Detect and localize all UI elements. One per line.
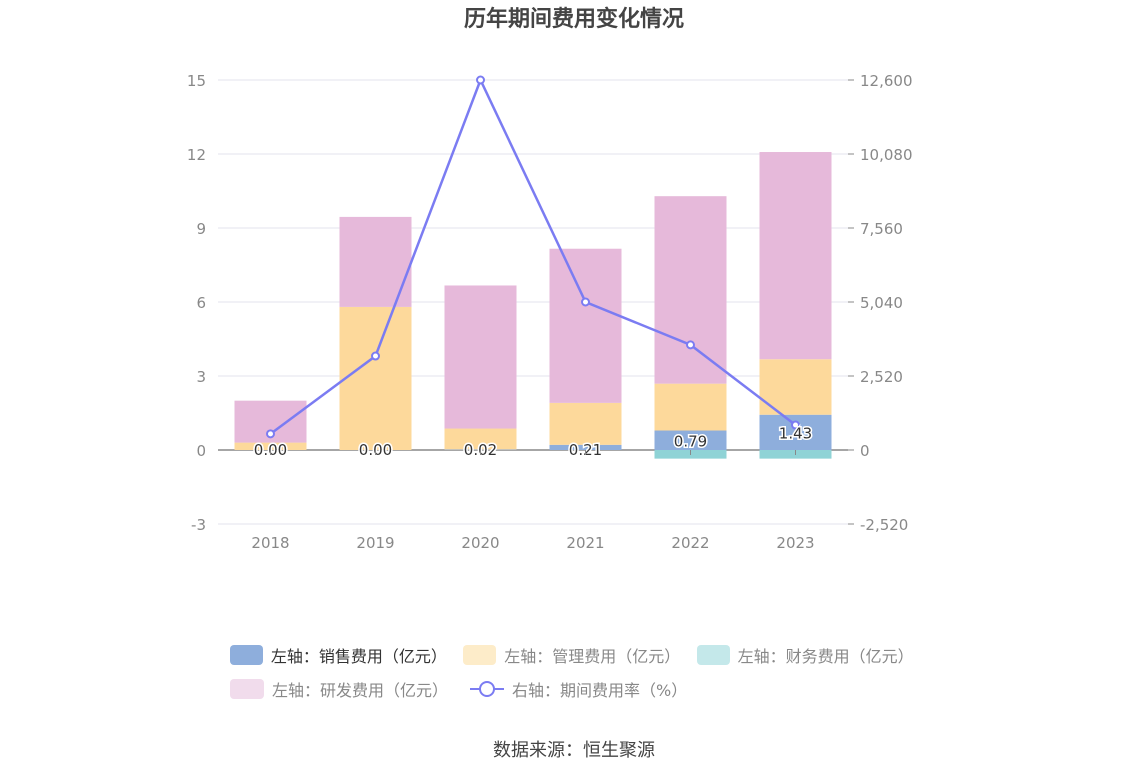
right-axis-tick-label: -2,520: [860, 516, 908, 534]
right-axis-tick-label: 7,560: [860, 220, 903, 238]
chart-title: 历年期间费用变化情况: [464, 6, 684, 32]
right-axis-tick-label: 0: [860, 442, 870, 460]
legend-item-rate[interactable]: 右轴：期间费用率（%）: [470, 677, 687, 701]
legend-item-admin[interactable]: 左轴：管理费用（亿元）: [463, 643, 680, 667]
legend-item-rd[interactable]: 左轴：研发费用（亿元）: [230, 677, 448, 701]
bar-segment: [444, 428, 517, 450]
x-axis-tick-label: 2021: [566, 534, 604, 552]
data-label: 0.79: [674, 432, 707, 450]
left-axis-tick-label: 6: [196, 294, 206, 312]
data-label: 1.43: [779, 424, 812, 442]
rate-line: [269, 76, 797, 435]
x-axis-tick-label: 2022: [671, 534, 709, 552]
sales-swatch-icon: [230, 645, 263, 665]
admin-swatch-icon: [463, 645, 497, 665]
right-axis-tick-label: 10,080: [860, 146, 913, 164]
left-axis-tick-label: -3: [191, 516, 206, 534]
bar-segment: [654, 430, 727, 450]
left-axis-tick-label: 9: [196, 220, 206, 238]
finance-swatch-icon: [696, 645, 730, 665]
rate-point: [266, 429, 275, 439]
rate-point: [476, 75, 485, 85]
rate-point: [581, 297, 590, 307]
left-axis-tick-label: 3: [196, 368, 206, 386]
rd-swatch-icon: [230, 679, 264, 699]
legend-item-finance[interactable]: 左轴：财务费用（亿元）: [696, 643, 914, 667]
left-axis-tick-label: 15: [187, 72, 206, 90]
rate-point: [371, 351, 380, 361]
bar-segment: [339, 306, 412, 450]
x-axis-tick-label: 2023: [776, 534, 814, 552]
right-axis-tick-label: 12,600: [860, 72, 913, 90]
chart: 历年期间费用变化情况 0.00 0.00 0.02 0.21 0.79 1.43 -303…: [187, 6, 913, 552]
legend: 左轴：销售费用（亿元） 左轴：管理费用（亿元） 左轴：财务费用（亿元） 左轴：研…: [230, 638, 930, 706]
bar-segment: [654, 383, 727, 431]
x-axis-tick-label: 2018: [251, 534, 289, 552]
rate-point: [686, 340, 695, 350]
rate-point: [791, 420, 800, 430]
left-axis-tick-label: 12: [187, 146, 206, 164]
bar-segment: [549, 444, 622, 450]
right-axis-tick-label: 5,040: [860, 294, 903, 312]
data-source: 数据来源：恒生聚源: [493, 740, 655, 761]
x-axis-tick-label: 2020: [461, 534, 499, 552]
bar-segment: [339, 216, 412, 307]
line-marker-icon: [470, 679, 505, 699]
bar-segment: [549, 402, 622, 445]
bar-segment: [549, 248, 622, 403]
bar-segment: [234, 442, 307, 450]
bar-segment: [654, 196, 727, 384]
bar-segment: [444, 285, 517, 429]
right-axis-tick-label: 2,520: [860, 368, 903, 386]
left-axis-tick-label: 0: [196, 442, 206, 460]
bar-segment: [759, 152, 832, 360]
legend-item-sales[interactable]: 左轴：销售费用（亿元）: [230, 643, 447, 667]
x-axis-tick-label: 2019: [356, 534, 394, 552]
